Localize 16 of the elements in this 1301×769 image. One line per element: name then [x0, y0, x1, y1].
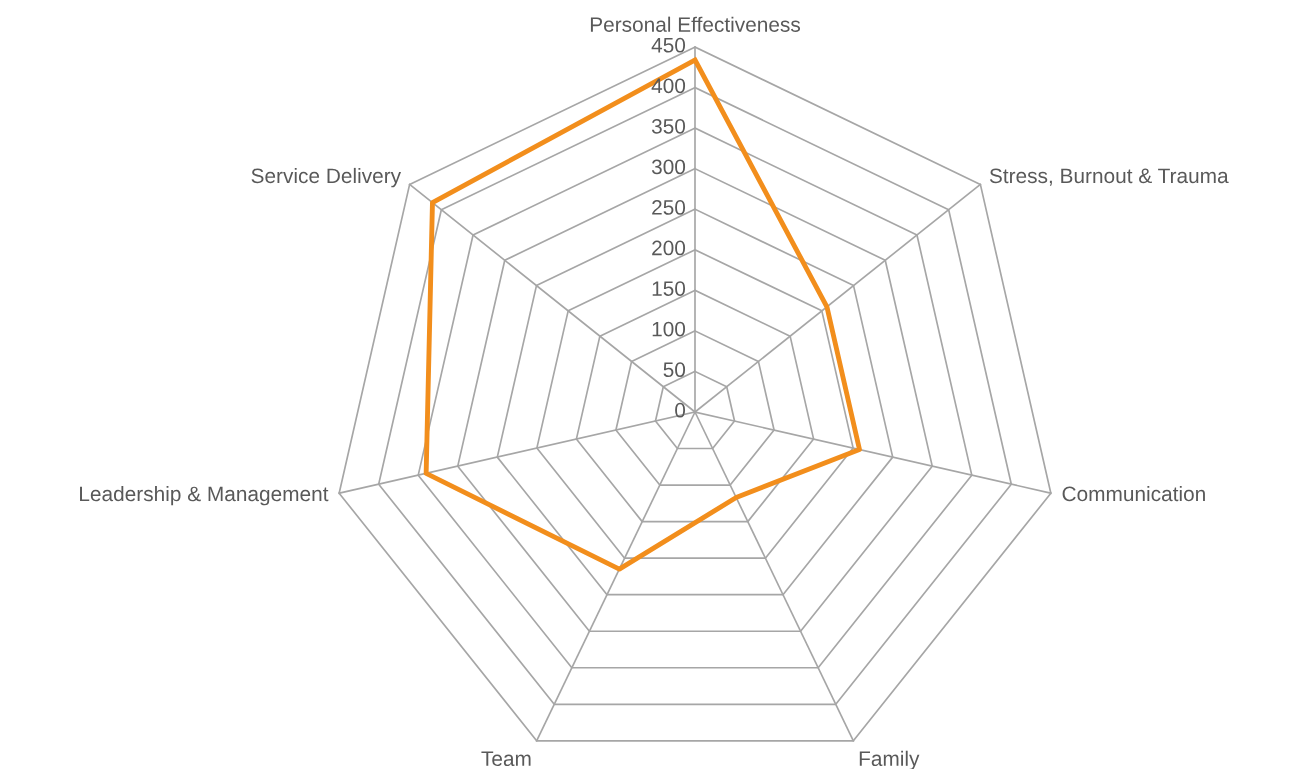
y-tick-label: 350 [651, 118, 686, 134]
spoke-label: Personal Effectiveness [590, 16, 801, 32]
y-tick-label: 200 [652, 240, 686, 256]
spoke-label: Service Delivery [251, 167, 402, 188]
y-tick-label: 400 [651, 78, 686, 94]
y-tick-label: 100 [652, 321, 686, 337]
y-tick-label: 450 [651, 37, 686, 53]
spoke-label: Stress, Burnout & Trauma [989, 168, 1229, 186]
spoke-label: Communication [1062, 485, 1205, 502]
y-tick-label: 250 [652, 200, 686, 215]
spoke-label: Team [481, 751, 531, 767]
y-tick-label: 50 [663, 362, 686, 378]
y-tick-label: 300 [651, 159, 686, 175]
spoke-label: Leadership & Management [80, 485, 329, 506]
y-tick-label: 0 [675, 402, 686, 418]
y-tick-label: 150 [652, 281, 686, 296]
